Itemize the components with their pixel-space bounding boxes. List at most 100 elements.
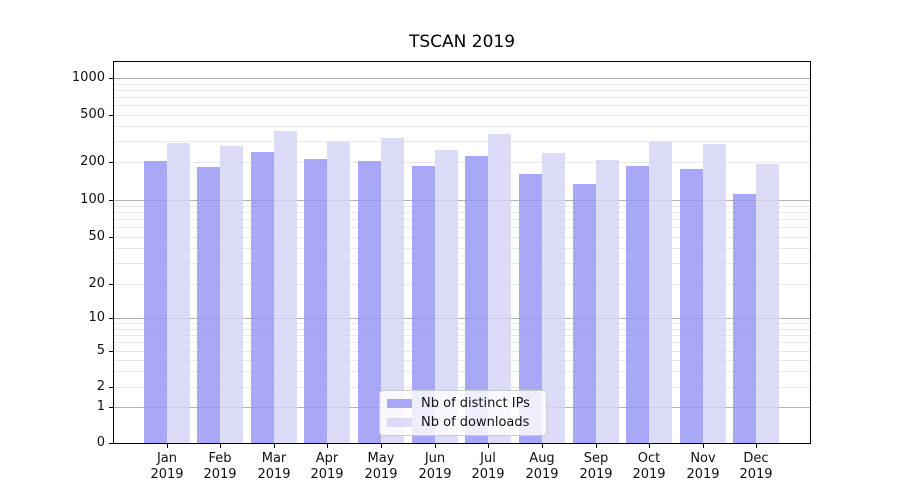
gridline-minor [114,83,810,85]
y-tick-mark [109,284,113,285]
gridline-major [114,78,810,79]
bar-downloads-aug [542,152,565,443]
bar-downloads-feb [220,146,243,443]
x-tick-mark [167,444,168,448]
gridline-minor [114,387,810,388]
x-tick-mark [220,444,221,448]
gridline-minor [114,371,810,373]
gridline-minor [114,359,810,361]
plot-area [113,61,811,444]
x-tick-label: Feb 2019 [203,451,237,482]
bar-downloads-nov [703,144,726,443]
gridline-minor [114,105,810,107]
x-tick-label: Oct 2019 [632,451,666,482]
gridline-minor [114,89,810,91]
gridline-minor [114,248,810,250]
y-tick-label: 10 [88,310,105,325]
x-tick-label: Dec 2019 [739,451,773,482]
x-tick-mark [649,444,650,448]
x-tick-mark [756,444,757,448]
bar-distinct-ips-jul [465,155,488,443]
y-tick-label: 1 [96,399,105,414]
x-tick-label: May 2019 [364,451,398,482]
x-tick-mark [435,444,436,448]
y-tick-mark [109,78,113,79]
bar-distinct-ips-feb [197,167,220,443]
y-tick-mark [109,237,113,238]
legend: Nb of distinct IPs Nb of downloads [379,390,547,436]
y-tick-label: 0 [96,435,105,450]
y-tick-mark [109,162,113,163]
legend-label-downloads: Nb of downloads [421,415,530,430]
bar-downloads-may [381,138,404,443]
bar-downloads-mar [274,131,297,443]
y-tick-label: 5 [96,343,105,358]
bar-distinct-ips-aug [519,174,542,443]
x-tick-label: Apr 2019 [310,451,344,482]
x-tick-mark [327,444,328,448]
gridline-minor [114,284,810,285]
gridline-minor [114,227,810,229]
y-tick-mark [109,115,113,116]
x-tick-label: Jan 2019 [150,451,184,482]
chart-title: TSCAN 2019 [408,32,516,52]
y-tick-label: 20 [88,276,105,291]
x-tick-label: Sep 2019 [579,451,613,482]
gridline-minor [114,162,810,163]
bar-downloads-dec [756,163,779,443]
gridline-minor [114,334,810,336]
gridline-minor [114,342,810,344]
gridline-minor [114,141,810,143]
gridline-minor [114,263,810,265]
y-tick-mark [109,407,113,408]
legend-item-distinct-ips: Nb of distinct IPs [387,396,538,411]
gridline-minor [114,323,810,325]
bar-downloads-oct [649,141,672,443]
bar-distinct-ips-sep [573,183,596,443]
gridline-minor [114,219,810,221]
bar-downloads-jun [435,149,458,443]
x-tick-mark [703,444,704,448]
y-tick-mark [109,200,113,201]
x-tick-mark [488,444,489,448]
bar-distinct-ips-jun [412,165,435,443]
legend-swatch-distinct-ips [387,399,412,408]
gridline-minor [114,211,810,213]
gridline-minor [114,351,810,352]
x-tick-mark [542,444,543,448]
legend-item-downloads: Nb of downloads [387,415,538,430]
y-tick-mark [109,351,113,352]
bar-distinct-ips-may [358,161,381,443]
gridline-minor [114,205,810,207]
bar-downloads-apr [327,142,350,443]
y-tick-label: 500 [80,107,105,122]
y-tick-mark [109,387,113,388]
gridline-minor [114,97,810,99]
y-tick-label: 2 [96,379,105,394]
x-tick-mark [274,444,275,448]
y-tick-label: 50 [88,229,105,244]
gridline-minor [114,126,810,128]
x-tick-mark [596,444,597,448]
bar-downloads-jul [488,134,511,443]
bar-distinct-ips-mar [251,152,274,443]
legend-swatch-downloads [387,418,412,427]
x-tick-label: Mar 2019 [257,451,291,482]
bar-distinct-ips-dec [733,193,756,443]
y-tick-mark [109,318,113,319]
legend-label-distinct-ips: Nb of distinct IPs [421,396,530,411]
x-tick-mark [381,444,382,448]
bar-downloads-sep [596,159,619,443]
y-tick-label: 100 [80,192,105,207]
gridline-minor [114,328,810,330]
gridline-minor [114,115,810,116]
y-tick-label: 1000 [71,70,105,85]
bar-downloads-jan [167,142,190,443]
y-tick-label: 200 [80,154,105,169]
bar-distinct-ips-apr [304,159,327,443]
x-tick-label: Aug 2019 [525,451,559,482]
gridline-major [114,200,810,201]
y-tick-mark [109,443,113,444]
gridline-major [114,318,810,319]
